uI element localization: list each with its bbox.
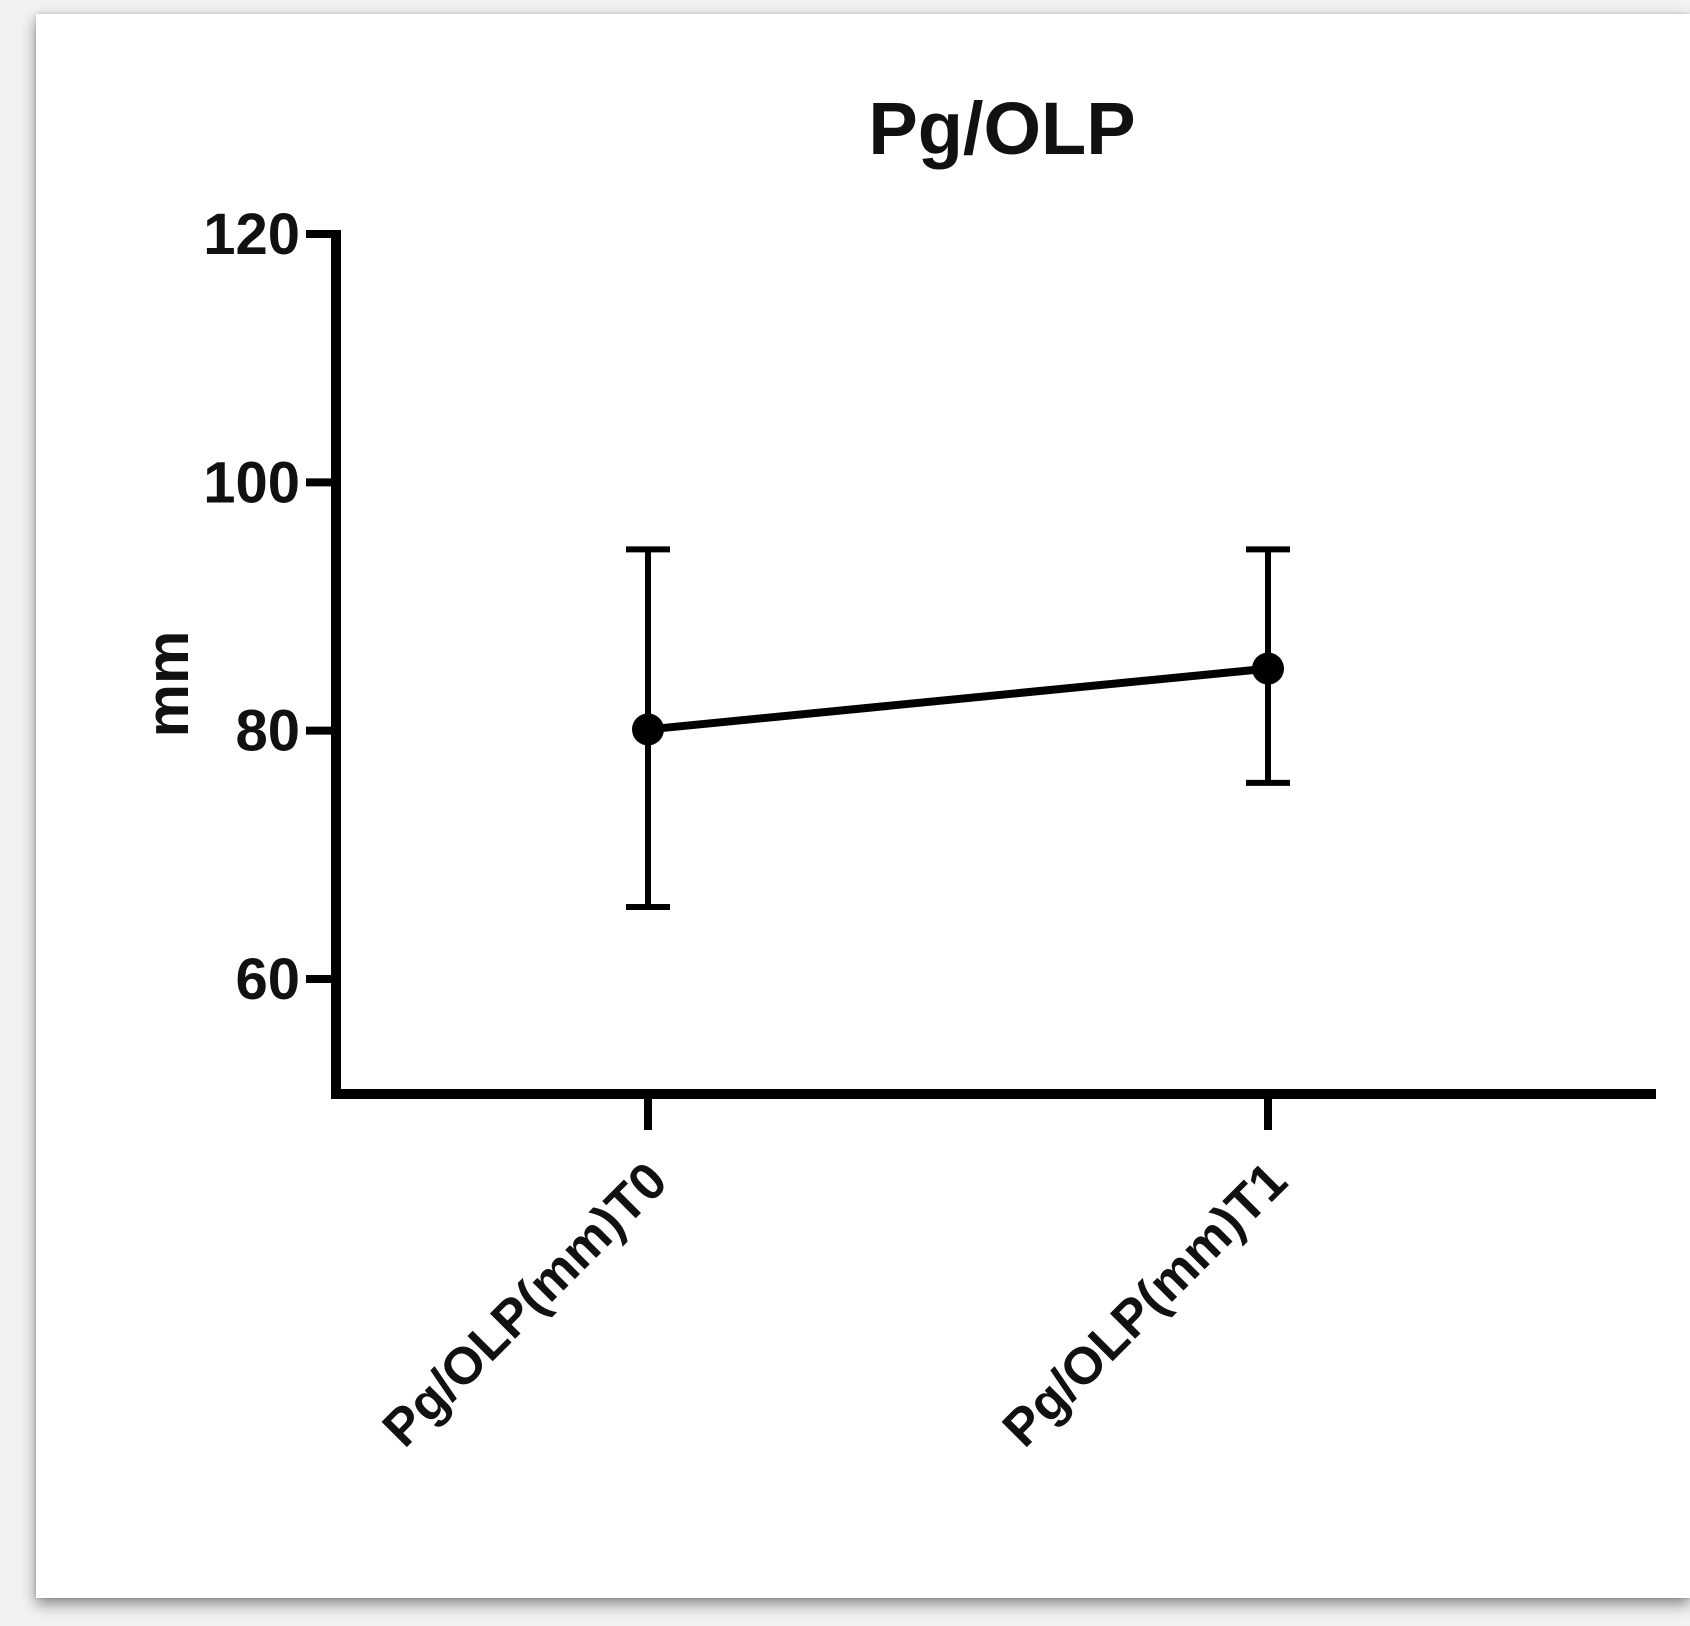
x-tick-label: Pg/OLP(mm)T0 <box>372 1151 679 1458</box>
y-tick-label: 60 <box>235 947 300 1012</box>
axes <box>331 230 1656 1099</box>
chart-card: Pg/OLP mm 60 80 100 120 Pg/OLP(mm)T0 Pg/OLP(… <box>36 14 1690 1598</box>
x-tick-label: Pg/OLP(mm)T1 <box>992 1151 1299 1458</box>
x-ticks: Pg/OLP(mm)T0 Pg/OLP(mm)T1 <box>372 1094 1299 1458</box>
chart-title: Pg/OLP <box>868 87 1135 170</box>
data-point <box>632 713 664 746</box>
data-point <box>1252 652 1284 685</box>
y-tick-label: 120 <box>203 202 300 267</box>
series-layer <box>626 546 1290 910</box>
y-tick-label: 80 <box>235 699 300 764</box>
y-axis-label: mm <box>134 631 201 738</box>
y-tick-label: 100 <box>203 450 300 515</box>
y-ticks: 60 80 100 120 <box>203 202 336 1012</box>
series-line <box>647 664 1269 734</box>
